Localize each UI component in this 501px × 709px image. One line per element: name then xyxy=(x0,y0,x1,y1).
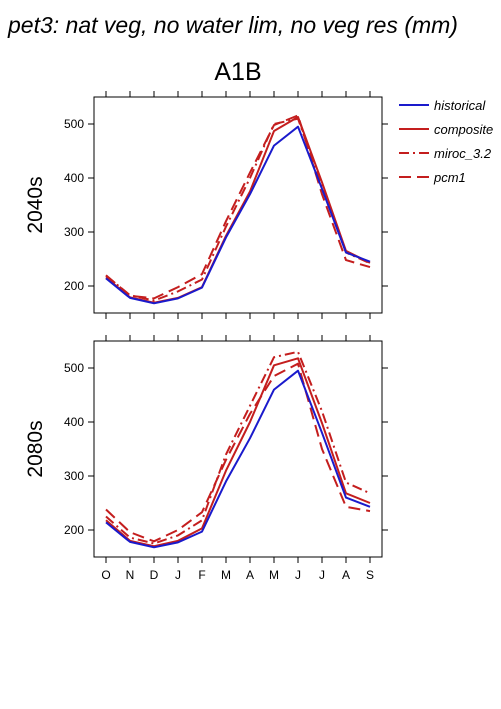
scenario-title: A1B xyxy=(214,58,261,86)
figure-title: pet3: nat veg, no water lim, no veg res … xyxy=(7,12,458,38)
y-tick-label: 400 xyxy=(64,171,84,185)
y-tick-label: 300 xyxy=(64,225,84,239)
x-tick-label: O xyxy=(101,568,110,582)
legend: historical composite miroc_3.2 pcm1 xyxy=(399,98,493,185)
panel-frame xyxy=(93,96,383,314)
x-tick-label: J xyxy=(319,568,325,582)
series-line-miroc_3.2 xyxy=(105,350,371,545)
x-tick-label: J xyxy=(295,568,301,582)
panel-2040s: 200 300 400 500 2040s xyxy=(24,91,388,319)
x-tick-label: F xyxy=(198,568,205,582)
x-tick-label: D xyxy=(150,568,159,582)
series-line-composite xyxy=(105,357,371,548)
series-line-historical xyxy=(105,125,371,305)
y-tick-label: 500 xyxy=(64,117,84,131)
series-line-pcm1 xyxy=(105,362,371,543)
x-tick-label: A xyxy=(342,568,350,582)
y-tick-label: 400 xyxy=(64,415,84,429)
x-tick-label: M xyxy=(221,568,231,582)
series-line-historical xyxy=(105,369,371,549)
legend-label-miroc_3.2: miroc_3.2 xyxy=(434,146,492,161)
x-tick-label: S xyxy=(366,568,374,582)
legend-label-composite: composite xyxy=(434,122,493,137)
panel-label: 2080s xyxy=(24,420,47,477)
x-tick-label: N xyxy=(126,568,135,582)
y-tick-label: 200 xyxy=(64,279,84,293)
x-tick-label: A xyxy=(246,568,254,582)
panel-label: 2040s xyxy=(24,176,47,233)
legend-label-historical: historical xyxy=(434,98,486,113)
panel-frame xyxy=(93,340,383,558)
panels-group: 200 300 400 500 2040s 200 300 400 500 2080s O N D J F M… xyxy=(24,91,388,582)
panel-2080s: 200 300 400 500 2080s O N D J F M A M J J A S xyxy=(24,335,388,582)
x-tick-label: M xyxy=(269,568,279,582)
y-tick-label: 300 xyxy=(64,469,84,483)
legend-label-pcm1: pcm1 xyxy=(433,170,466,185)
y-tick-label: 500 xyxy=(64,361,84,375)
y-tick-label: 200 xyxy=(64,523,84,537)
x-tick-label: J xyxy=(175,568,181,582)
